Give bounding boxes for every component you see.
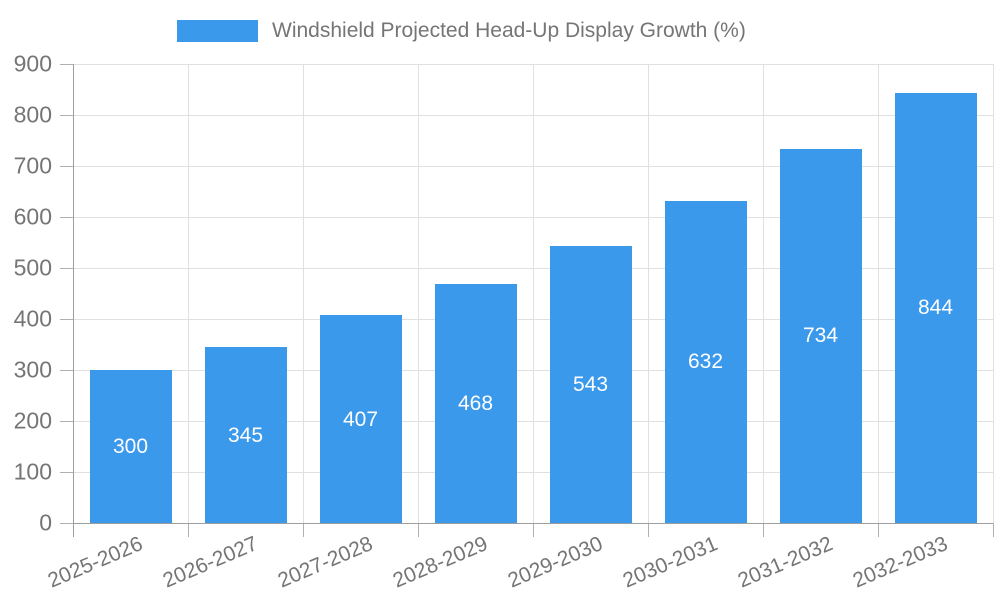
gridline-vertical	[878, 64, 879, 523]
x-axis-category-label: 2031-2032	[734, 532, 837, 593]
bar-value-label: 632	[687, 350, 724, 374]
y-axis-tick-label: 300	[13, 356, 52, 383]
y-axis-tick	[60, 268, 73, 269]
legend-item[interactable]: Windshield Projected Head-Up Display Gro…	[177, 19, 746, 43]
x-axis-category-label: 2026-2027	[159, 532, 262, 593]
y-axis-tick-label: 700	[13, 152, 52, 179]
y-axis-tick-label: 0	[39, 509, 52, 536]
bar-value-label: 844	[917, 296, 954, 320]
x-axis-tick	[878, 523, 879, 537]
bar-value-label: 543	[572, 373, 609, 397]
y-axis-tick	[60, 523, 73, 524]
y-axis-tick	[60, 370, 73, 371]
bar-value-label: 468	[457, 392, 494, 416]
bar-2031-2032[interactable]: 734	[779, 148, 862, 523]
bar-2025-2026[interactable]: 300	[89, 370, 172, 523]
x-axis-category-label: 2027-2028	[274, 532, 377, 593]
x-axis-category-label: 2030-2031	[619, 532, 722, 593]
y-axis-tick-label: 500	[13, 254, 52, 281]
gridline-vertical	[418, 64, 419, 523]
x-axis-tick	[993, 523, 994, 537]
gridline-vertical	[763, 64, 764, 523]
y-axis-tick-label: 600	[13, 203, 52, 230]
x-axis-tick	[418, 523, 419, 537]
y-axis-tick-label: 400	[13, 305, 52, 332]
x-axis-category-label: 2029-2030	[504, 532, 607, 593]
y-axis-tick	[60, 115, 73, 116]
gridline-vertical	[303, 64, 304, 523]
x-axis-tick	[533, 523, 534, 537]
y-axis-tick	[60, 217, 73, 218]
y-axis-tick-label: 100	[13, 458, 52, 485]
y-axis-tick-label: 200	[13, 407, 52, 434]
y-axis-tick-label: 900	[13, 50, 52, 77]
bar-2027-2028[interactable]: 407	[319, 315, 402, 523]
bar-2028-2029[interactable]: 468	[434, 284, 517, 523]
bar-2029-2030[interactable]: 543	[549, 246, 632, 523]
y-axis-tick	[60, 421, 73, 422]
y-axis-tick	[60, 319, 73, 320]
x-axis-category-label: 2032-2033	[849, 532, 952, 593]
y-axis-line	[73, 64, 74, 537]
x-axis-line	[73, 523, 993, 524]
gridline-vertical	[993, 64, 994, 523]
x-axis-tick	[763, 523, 764, 537]
y-axis-tick-label: 800	[13, 101, 52, 128]
y-axis-tick	[60, 472, 73, 473]
bar-2032-2033[interactable]: 844	[894, 92, 977, 523]
bar-value-label: 734	[802, 324, 839, 348]
gridline-vertical	[648, 64, 649, 523]
y-axis-tick	[60, 166, 73, 167]
gridline-vertical	[533, 64, 534, 523]
x-axis-tick	[648, 523, 649, 537]
gridline-vertical	[188, 64, 189, 523]
x-axis-category-label: 2025-2026	[44, 532, 147, 593]
legend-swatch	[177, 20, 258, 42]
bar-value-label: 345	[227, 423, 264, 447]
bar-2026-2027[interactable]: 345	[204, 347, 287, 523]
x-axis-tick	[188, 523, 189, 537]
bar-value-label: 407	[342, 407, 379, 431]
y-axis-tick	[60, 64, 73, 65]
legend-label: Windshield Projected Head-Up Display Gro…	[272, 19, 746, 42]
bar-2030-2031[interactable]: 632	[664, 200, 747, 523]
x-axis-category-label: 2028-2029	[389, 532, 492, 593]
bar-value-label: 300	[112, 435, 149, 458]
x-axis-tick	[303, 523, 304, 537]
